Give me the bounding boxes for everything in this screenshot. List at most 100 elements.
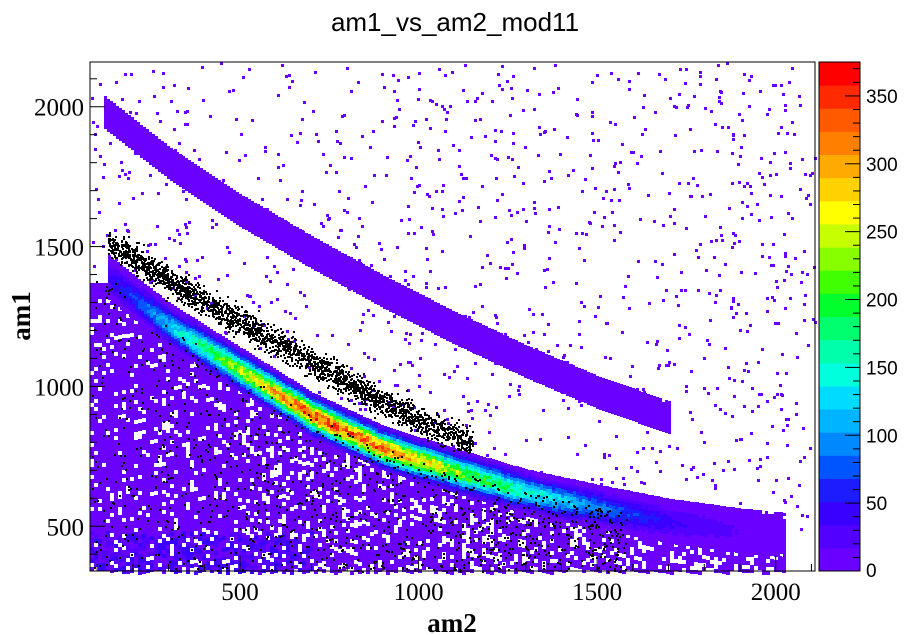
heatmap-cell bbox=[361, 321, 364, 324]
heatmap-cell bbox=[359, 329, 362, 332]
heatmap-cell bbox=[138, 543, 142, 547]
heatmap-cell bbox=[142, 366, 146, 370]
heatmap-cell bbox=[94, 311, 98, 315]
heatmap-cell bbox=[110, 469, 114, 473]
heatmap-cell bbox=[258, 459, 262, 463]
heatmap-cell bbox=[178, 405, 182, 409]
heatmap-cell bbox=[406, 497, 410, 501]
heatmap-cell bbox=[234, 440, 238, 444]
heatmap-cell bbox=[122, 450, 126, 454]
heatmap-cell bbox=[230, 521, 234, 525]
heatmap-cell bbox=[134, 328, 138, 332]
heatmap-cell bbox=[198, 501, 202, 505]
heatmap-cell bbox=[110, 337, 114, 341]
heatmap-cell bbox=[386, 491, 390, 495]
heatmap-cell bbox=[408, 218, 411, 221]
heatmap-cell bbox=[578, 320, 581, 323]
heatmap-cell bbox=[114, 384, 118, 388]
heatmap-cell bbox=[186, 398, 190, 402]
heatmap-cell bbox=[210, 485, 214, 489]
heatmap-cell bbox=[146, 397, 150, 401]
heatmap-cell bbox=[134, 416, 138, 420]
heatmap-cell bbox=[178, 361, 182, 365]
heatmap-cell bbox=[466, 512, 470, 516]
heatmap-cell bbox=[138, 519, 142, 523]
heatmap-cell bbox=[460, 173, 463, 176]
heatmap-cell bbox=[222, 396, 226, 400]
heatmap-cell bbox=[640, 481, 643, 484]
heatmap-cell bbox=[469, 235, 472, 238]
heatmap-cell bbox=[477, 206, 480, 209]
heatmap-cell bbox=[302, 438, 306, 442]
heatmap-cell bbox=[286, 520, 290, 524]
heatmap-cell bbox=[306, 557, 310, 561]
heatmap-cell bbox=[214, 383, 218, 387]
heatmap-cell bbox=[166, 437, 170, 441]
heatmap-cell bbox=[178, 381, 182, 385]
heatmap-cell bbox=[134, 376, 138, 380]
heatmap-cell bbox=[370, 540, 374, 544]
heatmap-cell bbox=[791, 67, 794, 70]
heatmap-cell bbox=[270, 518, 274, 522]
heatmap-cell bbox=[234, 428, 238, 432]
heatmap-cell bbox=[94, 491, 98, 495]
heatmap-cell bbox=[326, 559, 330, 563]
heatmap-cell bbox=[733, 379, 736, 382]
heatmap-cell bbox=[222, 436, 226, 440]
heatmap-cell bbox=[174, 510, 178, 514]
heatmap-cell bbox=[98, 439, 102, 443]
heatmap-cell bbox=[166, 489, 170, 493]
heatmap-cell bbox=[350, 503, 354, 507]
heatmap-cell bbox=[530, 526, 534, 530]
heatmap-cell bbox=[354, 532, 358, 536]
heatmap-cell bbox=[396, 384, 399, 387]
heatmap-cell bbox=[342, 491, 346, 495]
heatmap-cell bbox=[226, 539, 230, 543]
heatmap-cell bbox=[512, 132, 515, 135]
heatmap-cell bbox=[399, 363, 402, 366]
heatmap-cell bbox=[114, 360, 118, 364]
heatmap-cell bbox=[98, 355, 102, 359]
heatmap-cell bbox=[784, 109, 787, 112]
heatmap-cell bbox=[222, 532, 226, 536]
heatmap-cell bbox=[158, 371, 162, 375]
heatmap-cell bbox=[418, 521, 422, 525]
heatmap-cell bbox=[242, 477, 246, 481]
heatmap-cell bbox=[238, 406, 242, 410]
heatmap-cell bbox=[266, 412, 270, 416]
heatmap-cell bbox=[361, 225, 364, 228]
heatmap-cell bbox=[314, 442, 318, 446]
heatmap-cell bbox=[166, 497, 170, 501]
heatmap-cell bbox=[154, 243, 157, 246]
heatmap-cell bbox=[122, 374, 126, 378]
heatmap-cell bbox=[618, 199, 621, 202]
heatmap-cell bbox=[102, 176, 105, 179]
heatmap-cell bbox=[270, 486, 274, 490]
heatmap-cell bbox=[378, 512, 382, 516]
heatmap-cell bbox=[502, 518, 506, 522]
heatmap-cell bbox=[150, 376, 154, 380]
heatmap-cell bbox=[358, 558, 362, 562]
heatmap-cell bbox=[482, 568, 486, 572]
heatmap-cell bbox=[651, 447, 654, 450]
heatmap-cell bbox=[242, 457, 246, 461]
heatmap-cell bbox=[106, 379, 110, 383]
heatmap-cell bbox=[182, 539, 186, 543]
heatmap-cell bbox=[657, 367, 660, 370]
heatmap-cell bbox=[126, 366, 130, 370]
heatmap-cell bbox=[138, 363, 142, 367]
heatmap-cell bbox=[266, 472, 270, 476]
heatmap-cell bbox=[202, 540, 206, 544]
heatmap-cell bbox=[98, 367, 102, 371]
heatmap-cell bbox=[206, 486, 210, 490]
heatmap-cell bbox=[218, 462, 222, 466]
heatmap-cell bbox=[186, 458, 190, 462]
heatmap-cell bbox=[98, 375, 102, 379]
heatmap-cell bbox=[632, 151, 635, 154]
heatmap-cell bbox=[90, 351, 94, 355]
heatmap-cell bbox=[162, 458, 166, 462]
heatmap-cell bbox=[274, 489, 278, 493]
heatmap-cell bbox=[512, 251, 515, 254]
heatmap-cell bbox=[677, 304, 680, 307]
heatmap-cell bbox=[146, 501, 150, 505]
